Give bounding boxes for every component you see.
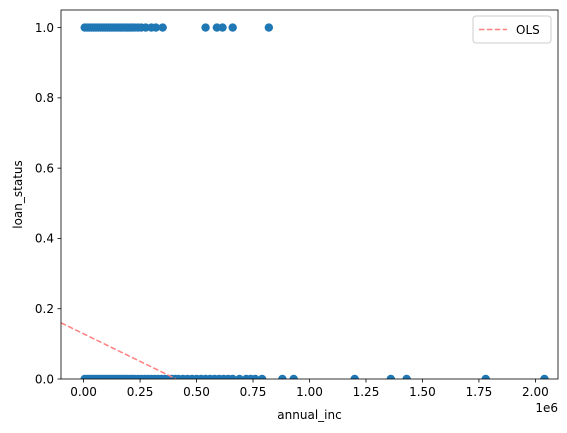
data-point <box>151 23 161 32</box>
y-tick-label: 0.6 <box>35 161 54 175</box>
data-point <box>481 374 490 379</box>
plot-marks <box>61 23 549 379</box>
x-tick-label: 1.00 <box>296 385 323 399</box>
y-tick-label: 0.8 <box>35 91 54 105</box>
data-point <box>402 374 411 379</box>
y-tick-label: 0.4 <box>35 232 54 246</box>
x-tick-label: 0.50 <box>183 385 210 399</box>
x-tick-label: 0.75 <box>240 385 267 399</box>
y-tick-label: 0.2 <box>35 302 54 316</box>
data-point <box>278 374 287 379</box>
data-point <box>350 374 359 379</box>
data-point <box>228 374 237 379</box>
data-point <box>251 374 260 379</box>
x-tick-label: 1.25 <box>353 385 380 399</box>
data-point <box>257 374 267 379</box>
y-tick-label: 0.0 <box>35 372 54 386</box>
x-tick-label: 2.00 <box>522 385 549 399</box>
data-point <box>386 374 396 379</box>
legend-box <box>472 15 552 44</box>
ols-line <box>61 322 177 379</box>
data-point <box>264 23 274 32</box>
legend-ols-label: OLS <box>516 23 540 37</box>
data-point <box>235 374 244 379</box>
data-point <box>158 23 167 32</box>
x-tick-label: 1.75 <box>466 385 493 399</box>
x-axis-offset-label: 1e6 <box>535 401 558 415</box>
data-point <box>218 23 227 32</box>
x-axis-label: annual_inc <box>277 408 341 422</box>
x-tick-label: 0.00 <box>70 385 97 399</box>
legend: OLS <box>472 15 552 44</box>
axes-background <box>61 10 558 379</box>
x-tick-label: 0.25 <box>127 385 154 399</box>
data-point <box>289 374 298 379</box>
y-tick-label: 1.0 <box>35 21 54 35</box>
data-point <box>228 23 237 32</box>
y-axis-label: loan_status <box>11 160 25 229</box>
x-axis: 0.00 0.25 0.50 0.75 1.00 1.25 1.50 1.75 2.00 <box>70 379 549 399</box>
data-point <box>540 374 549 379</box>
x-tick-label: 1.50 <box>409 385 436 399</box>
data-point <box>201 23 210 32</box>
y-axis: 0.0 0.2 0.4 0.6 0.8 1.0 <box>35 21 61 386</box>
